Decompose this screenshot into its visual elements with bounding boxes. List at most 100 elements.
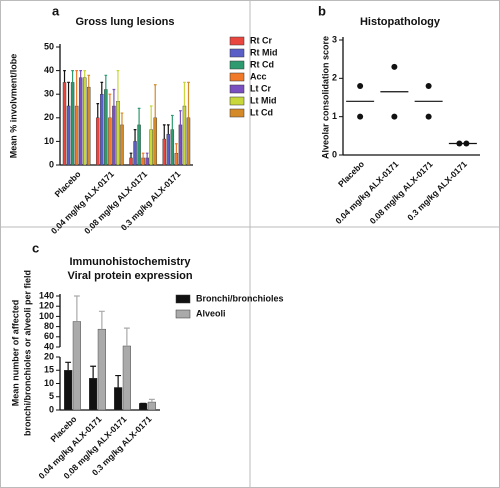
error-bar [108,93,112,118]
y-tick-label: 10 [44,378,54,388]
y-tick-label: 10 [44,136,54,146]
x-tick-label: 0.08 mg/kg ALX-0171 [368,159,435,226]
legend-label: Bronchi/bronchioles [196,293,284,303]
legend-label: Rt Mid [250,47,278,57]
y-tick-label: 1 [332,111,337,121]
legend-label: Alveoli [196,308,226,318]
x-tick-label: 0.3 mg/kg ALX-0171 [119,169,183,233]
y-tick-label: 5 [49,391,54,401]
bar [139,403,148,411]
bar [114,387,123,411]
y-tick-label: 40 [44,65,54,75]
bar [89,378,98,411]
y-tick-label: 0 [49,404,54,414]
error-bar [145,152,149,158]
legend-swatch [229,36,245,46]
error-bar [129,152,133,158]
y-tick-label: 2 [332,73,337,83]
bar [108,117,112,166]
bar [137,124,141,166]
bar [116,101,120,166]
error-bar [87,74,91,88]
legend-swatch [229,96,245,106]
error-bar [112,88,116,106]
error-bar [141,152,145,158]
bar [96,117,100,166]
y-axis-label: bronchi/bronchioles or alveoli per field [22,270,32,436]
chart-title: Immunohistochemistry [69,256,191,268]
chart-title: Histopathology [360,16,441,28]
y-tick-label: 0 [49,159,54,169]
y-tick-label: 0 [332,149,337,159]
y-axis-label: Alveolar consolidation score [320,36,330,159]
error-bar [67,81,70,106]
bar [72,321,81,411]
legend-swatch [229,72,245,82]
x-tick-label: Placebo [336,159,366,189]
panel-letter: b [318,3,326,18]
bar [166,134,171,166]
dot [425,83,432,89]
chart-title: Viral protein expression [67,270,192,282]
bar [62,82,67,166]
y-tick-label: 15 [44,365,54,375]
legend-swatch [175,294,191,304]
legend-label: Acc [250,71,267,81]
bar [182,105,187,166]
error-bar [149,105,153,130]
bar [178,124,183,166]
error-bar [96,103,100,118]
error-bar [170,114,174,130]
bar [145,157,149,166]
error-bar [153,84,157,118]
bar [149,129,153,166]
error-bar [75,70,78,106]
y-tick-label: 50 [44,41,54,51]
legend-label: Lt Mid [250,95,277,105]
error-bar [63,70,66,83]
error-bar [73,295,80,322]
bar [129,157,133,166]
bar [104,89,108,166]
y-tick-label: 30 [44,89,54,99]
y-tick-label: 140 [39,290,54,300]
chart-title: Gross lung lesions [75,16,174,28]
bar [70,82,75,166]
error-bar [100,81,104,95]
error-bar [104,74,108,90]
bar [122,345,131,411]
error-bar [115,374,122,388]
bar [82,77,87,166]
x-tick-label: 0.04 mg/kg ALX-0171 [333,159,400,226]
x-tick-label: 0.3 mg/kg ALX-0171 [405,159,469,223]
bar [153,117,157,166]
x-tick-label: Placebo [53,169,83,199]
error-bar [90,365,97,379]
bar [133,141,137,166]
bar [66,105,71,166]
dot [425,113,432,120]
error-bar [71,70,74,83]
dot [357,83,364,89]
error-bar [166,124,170,135]
error-bar [133,129,137,142]
y-tick-label: 40 [44,341,54,351]
error-bar [120,112,124,125]
y-axis-label: Mean % involvment/lobe [8,54,18,159]
error-bar [65,361,72,371]
y-axis-label: Mean number of affected [10,300,20,407]
legend-swatch [229,84,245,94]
error-bar [183,81,186,106]
error-bar [137,107,141,125]
x-tick-label: 0.04 mg/kg ALX-0171 [49,169,116,236]
bar [147,401,156,411]
x-tick-label: 0.08 mg/kg ALX-0171 [82,169,149,236]
legend-label: Lt Cr [250,83,271,93]
dot [357,113,364,120]
bar [120,124,124,166]
y-tick-label: 80 [44,321,54,331]
legend-label: Rt Cr [250,35,272,45]
y-tick-label: 3 [332,34,337,44]
bar [186,117,191,166]
